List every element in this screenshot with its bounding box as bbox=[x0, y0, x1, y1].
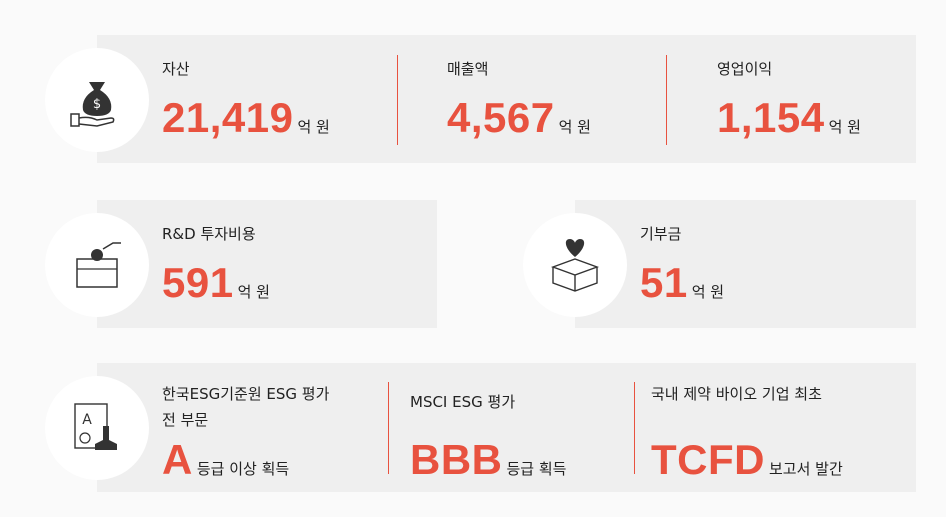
metric: TCFD 보고서 발간 bbox=[651, 436, 843, 484]
metric: 1,154 억 원 bbox=[717, 94, 861, 142]
value: 21,419 bbox=[162, 94, 294, 141]
panel bbox=[97, 200, 437, 328]
label: 매출액 bbox=[447, 60, 489, 78]
svg-text:$: $ bbox=[93, 97, 101, 112]
label: 전 부문 bbox=[162, 411, 209, 429]
icon-circle bbox=[45, 213, 149, 317]
icon-circle: $ bbox=[45, 48, 149, 152]
label: 영업이익 bbox=[717, 60, 773, 78]
label: R&D 투자비용 bbox=[162, 225, 256, 243]
unit: 억 원 bbox=[558, 118, 591, 136]
value: TCFD bbox=[651, 436, 765, 483]
panel bbox=[97, 363, 916, 492]
value: 591 bbox=[162, 259, 234, 306]
label: MSCI ESG 평가 bbox=[410, 393, 516, 411]
unit: 억 원 bbox=[828, 118, 861, 136]
certificate-icon: A bbox=[74, 403, 117, 450]
metric: A 등급 이상 획득 bbox=[162, 436, 289, 484]
metric: 21,419 억 원 bbox=[162, 94, 330, 142]
label: 자산 bbox=[162, 60, 190, 78]
unit: 억 원 bbox=[237, 283, 270, 301]
unit: 억 원 bbox=[691, 283, 725, 301]
metric: 4,567 억 원 bbox=[447, 94, 591, 142]
unit: 억 원 bbox=[297, 118, 330, 136]
metric: BBB 등급 획득 bbox=[410, 436, 566, 484]
unit: 보고서 발간 bbox=[768, 460, 843, 478]
divider bbox=[388, 382, 389, 474]
divider bbox=[397, 55, 398, 145]
icon-circle: A bbox=[45, 376, 149, 480]
panel bbox=[97, 35, 916, 163]
metric: 51 억 원 bbox=[640, 259, 724, 307]
unit: 등급 획득 bbox=[506, 460, 567, 478]
value: BBB bbox=[410, 436, 503, 483]
panel bbox=[575, 200, 916, 328]
gift-box-icon bbox=[550, 239, 600, 292]
money-bag-icon: $ bbox=[70, 82, 115, 127]
divider bbox=[666, 55, 667, 145]
value: A bbox=[162, 436, 193, 483]
svg-text:A: A bbox=[82, 412, 92, 428]
label: 한국ESG기준원 ESG 평가 bbox=[162, 385, 330, 403]
label: 기부금 bbox=[640, 225, 682, 243]
divider bbox=[634, 382, 635, 474]
unit: 등급 이상 획득 bbox=[196, 460, 290, 478]
briefcase-icon bbox=[76, 242, 121, 288]
icon-circle bbox=[523, 213, 627, 317]
label: 국내 제약 바이오 기업 최초 bbox=[651, 385, 822, 403]
value: 51 bbox=[640, 259, 688, 306]
value: 4,567 bbox=[447, 94, 555, 141]
metric: 591 억 원 bbox=[162, 259, 270, 307]
value: 1,154 bbox=[717, 94, 825, 141]
